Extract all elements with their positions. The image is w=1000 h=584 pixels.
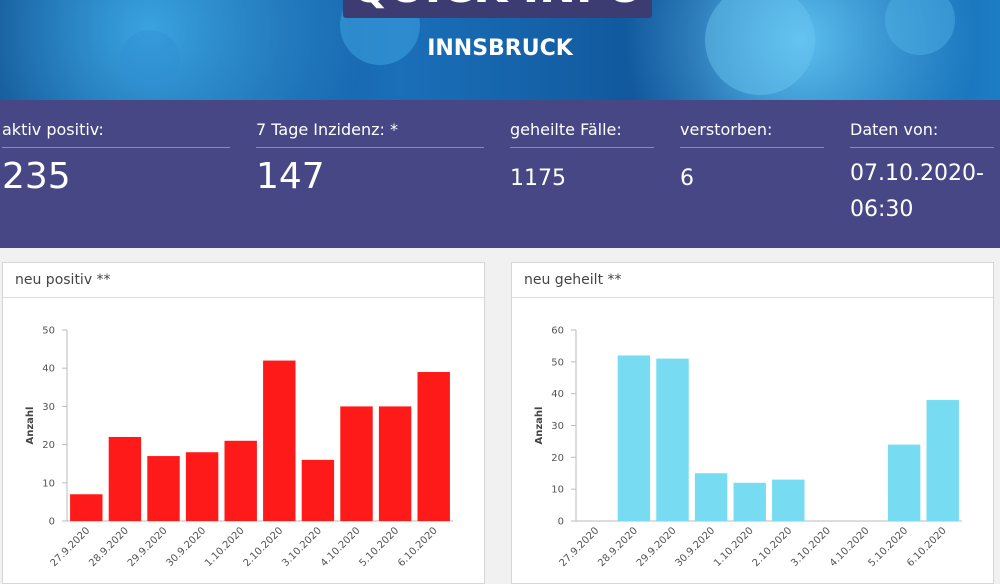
stat-label: aktiv positiv:	[2, 120, 230, 148]
stat: Daten von: 07.10.2020-06:30	[850, 120, 994, 228]
chart: Anzahl 0 10 20 30 40 50 27.9.202028.9.202029.9.…	[25, 326, 453, 569]
y-tick-label: 40	[42, 364, 55, 375]
stat-label: verstorben:	[680, 120, 824, 148]
x-tick-label: 30.9.2020	[673, 525, 717, 569]
y-axis-label: Anzahl	[25, 407, 36, 445]
stat-value: 147	[256, 156, 325, 197]
x-tick-label: 3.10.2020	[280, 525, 324, 569]
chart-panel: neu positiv ** Anzahl 0 10 20 30 40 50 27.9.202…	[2, 262, 485, 584]
x-tick-label: 5.10.2020	[866, 525, 910, 569]
stat-label: Daten von:	[850, 120, 994, 148]
stat-label: 7 Tage Inzidenz: *	[256, 120, 484, 148]
x-tick-label: 4.10.2020	[828, 525, 872, 569]
x-tick-label: 30.9.2020	[164, 525, 208, 569]
chart: Anzahl 0 10 20 30 40 50 60 27.9.202028.9.202029.…	[534, 326, 962, 569]
bar	[263, 360, 296, 521]
bar	[926, 400, 959, 521]
stat-label: geheilte Fälle:	[510, 120, 654, 148]
x-tick-label: 27.9.2020	[49, 525, 93, 569]
banner-art	[120, 0, 955, 95]
bar	[185, 452, 219, 521]
y-axis-label: Anzahl	[534, 407, 545, 445]
x-tick-label: 28.9.2020	[596, 525, 640, 569]
x-tick-label: 6.10.2020	[396, 525, 440, 569]
banner: QUICK INFO INNSBRUCK	[0, 0, 1000, 100]
header-title: QUICK INFO	[343, 0, 652, 18]
x-tick-label: 29.9.2020	[126, 525, 170, 569]
y-tick-label: 10	[551, 485, 564, 496]
stat-value: 6	[680, 166, 694, 191]
x-tick-label: 4.10.2020	[319, 525, 363, 569]
bar	[108, 436, 142, 521]
stat-value: 07.10.2020-06:30	[850, 161, 984, 222]
bar	[340, 406, 373, 521]
header-subtitle: INNSBRUCK	[427, 36, 573, 61]
y-tick-label: 50	[42, 326, 55, 337]
stat: 7 Tage Inzidenz: * 147	[256, 120, 484, 197]
bar	[887, 444, 921, 521]
stat: aktiv positiv: 235	[2, 120, 230, 197]
y-tick-label: 20	[551, 453, 564, 464]
stat: geheilte Fälle: 1175	[510, 120, 654, 191]
bar	[70, 494, 103, 521]
stat-value: 1175	[510, 166, 566, 191]
y-tick-label: 10	[42, 478, 55, 489]
bar	[733, 482, 766, 521]
stat-value: 235	[2, 156, 71, 197]
bar	[147, 456, 180, 521]
y-tick-label: 40	[551, 389, 564, 400]
chart-title: neu geheilt **	[512, 263, 993, 298]
chart-panel: neu geheilt ** Anzahl 0 10 20 30 40 50 60 27.9.2…	[511, 262, 994, 584]
y-tick-label: 0	[558, 517, 564, 528]
x-tick-label: 2.10.2020	[242, 525, 286, 569]
stat: verstorben: 6	[680, 120, 824, 191]
stats-bar: aktiv positiv: 235 7 Tage Inzidenz: * 14…	[0, 100, 1000, 248]
y-tick-label: 0	[49, 517, 55, 528]
x-tick-label: 29.9.2020	[635, 525, 679, 569]
bar	[617, 355, 651, 521]
x-tick-label: 1.10.2020	[203, 525, 247, 569]
y-tick-label: 30	[551, 421, 564, 432]
x-tick-label: 3.10.2020	[789, 525, 833, 569]
bar	[694, 473, 728, 521]
x-tick-label: 2.10.2020	[751, 525, 795, 569]
y-tick-label: 50	[551, 357, 564, 368]
bar	[417, 372, 450, 521]
y-tick-label: 20	[42, 440, 55, 451]
x-tick-label: 1.10.2020	[712, 525, 756, 569]
x-tick-label: 27.9.2020	[558, 525, 602, 569]
bar	[378, 406, 412, 521]
x-tick-label: 5.10.2020	[357, 525, 401, 569]
y-tick-label: 60	[551, 326, 564, 337]
bar	[656, 358, 689, 521]
x-tick-label: 6.10.2020	[905, 525, 949, 569]
bar	[772, 479, 805, 521]
chart-title: neu positiv **	[3, 263, 484, 298]
y-tick-label: 30	[42, 402, 55, 413]
bar	[301, 459, 335, 521]
bar	[224, 440, 257, 521]
x-tick-label: 28.9.2020	[87, 525, 131, 569]
